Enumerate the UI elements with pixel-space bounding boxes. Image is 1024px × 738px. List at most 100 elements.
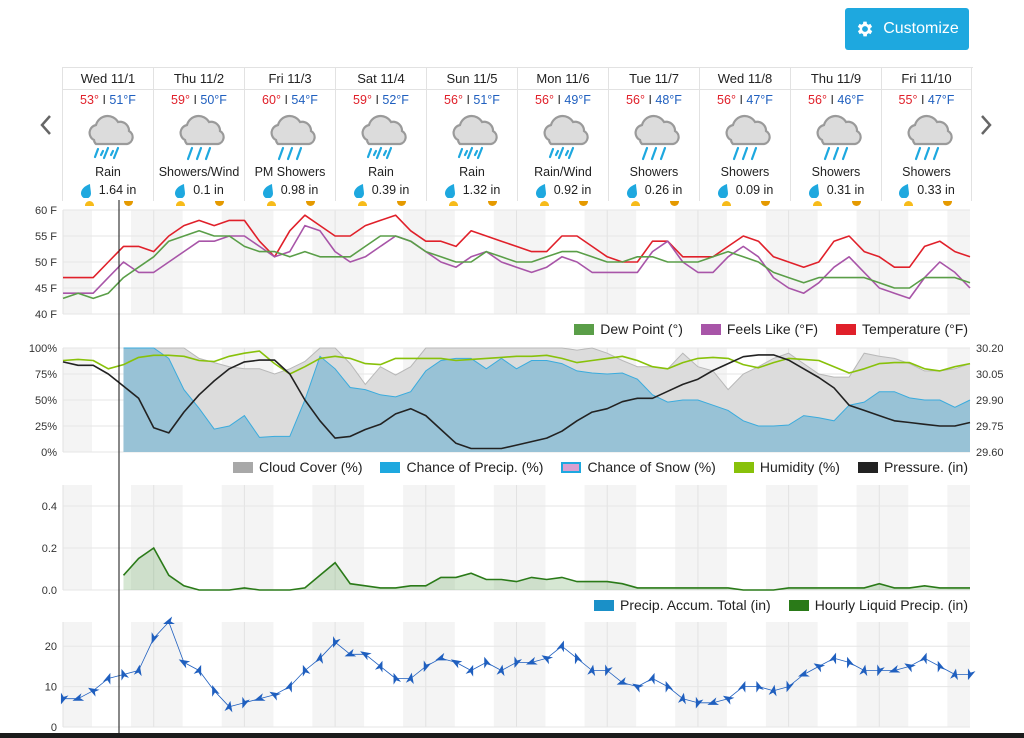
wind-arrow-icon (877, 664, 885, 677)
feels-like-f-line (63, 224, 971, 300)
legend-swatch (788, 599, 809, 611)
day-card[interactable]: Thu 11/2 59° I 50°F Showers/Wind 0.1 in (153, 68, 244, 206)
wind-arrow-icon (768, 684, 777, 697)
wind-arrow-icon (541, 655, 554, 665)
night-band (697, 485, 727, 590)
night-band (312, 622, 336, 727)
night-band (425, 485, 455, 590)
day-label: Sat 11/4 (336, 68, 426, 90)
daily-forecast-strip: Wed 11/1 53° I 51°F Rain 1.64 in Thu 11/… (62, 67, 973, 206)
legend-item[interactable]: Temperature (°F) (836, 321, 968, 337)
low-temp: 48°F (655, 93, 682, 107)
wind-arrow-icon (859, 664, 868, 677)
temp-chart: 40 F 45 F 50 F 55 F 60 F (35, 205, 971, 321)
day-card[interactable]: Wed 11/1 53° I 51°F Rain 1.64 in (62, 68, 153, 206)
wind-arrow-icon (72, 693, 85, 701)
wind-arrow-icon (919, 652, 927, 665)
day-card[interactable]: Wed 11/8 56° I 47°F Showers 0.09 in (699, 68, 790, 206)
high-temp: 56° (717, 93, 736, 107)
wind-arrow-icon (950, 668, 958, 681)
legend-label: Pressure. (in) (883, 459, 968, 475)
high-temp: 59° (171, 93, 190, 107)
wind-arrow-icon (253, 693, 266, 701)
day-card[interactable]: Thu 11/9 56° I 46°F Showers 0.31 in (790, 68, 881, 206)
legend-swatch (594, 599, 615, 611)
night-band (335, 485, 365, 590)
night-band (584, 485, 608, 590)
sunset-icon (488, 201, 497, 206)
sunrise-icon (540, 201, 549, 206)
legend-item[interactable]: Pressure. (in) (857, 459, 968, 475)
precip-amount: 0.39 in (371, 183, 410, 197)
wind-arrow-icon (163, 616, 175, 625)
customize-button[interactable]: Customize (845, 8, 969, 50)
wind-arrow-icon (937, 660, 946, 673)
y-tick-label: 20 (45, 641, 57, 653)
condition: PM Showers (254, 165, 326, 179)
day-card[interactable]: Sun 11/5 56° I 51°F Rain 1.32 in (426, 68, 517, 206)
day-card[interactable]: Sat 11/4 59° I 52°F Rain 0.39 in (335, 68, 426, 206)
legend-item[interactable]: Chance of Snow (%) (561, 459, 716, 475)
raindrop-icon (717, 183, 728, 198)
legend-item[interactable]: Feels Like (°F) (700, 321, 818, 337)
legend-item[interactable]: Dew Point (°) (574, 321, 683, 337)
legend-swatch (857, 461, 878, 473)
day-card[interactable]: Fri 11/10 55° I 47°F Showers 0.33 in (881, 68, 972, 206)
chevron-right-icon[interactable] (976, 112, 996, 138)
low-temp: 49°F (564, 93, 591, 107)
precip-amount: 1.64 in (98, 183, 137, 197)
night-band (312, 485, 336, 590)
wind-arrow-icon (484, 656, 492, 669)
wind-arrow-icon (269, 691, 281, 701)
wind-arrow-icon (178, 659, 191, 669)
wind-chart: 0 10 20 (45, 616, 976, 734)
condition: Showers (811, 165, 861, 179)
wind-arrow-icon (133, 664, 142, 677)
night-band (403, 622, 426, 727)
y-tick-label: 45 F (35, 283, 57, 295)
wind-arrow-icon (707, 697, 720, 705)
customize-label: Customize (883, 20, 959, 37)
wind-arrow-icon (605, 664, 613, 677)
night-band (153, 622, 183, 727)
wind-arrow-icon (302, 664, 311, 677)
day-card[interactable]: Fri 11/3 60° I 54°F PM Showers 0.98 in (244, 68, 335, 206)
low-temp: 52°F (382, 93, 409, 107)
wind-arrow-icon (151, 632, 160, 644)
legend-label: Cloud Cover (%) (259, 459, 363, 475)
wind-arrow-icon (284, 680, 292, 693)
night-band (856, 485, 880, 590)
sunset-icon (306, 201, 315, 206)
wind-arrow-icon (315, 652, 324, 664)
sunset-icon (124, 201, 133, 206)
wind-arrow-icon (514, 656, 522, 669)
chevron-left-icon[interactable] (36, 112, 56, 138)
wind-arrow-icon (798, 669, 810, 677)
sky-chart: 0% 25% 50% 75% 100% 29.60 29.75 29.90 30.05 30.20 (29, 343, 1004, 459)
legend-item[interactable]: Precip. Accum. Total (in) (594, 597, 771, 613)
wind-arrow-icon (212, 685, 220, 697)
wind-arrow-icon (756, 680, 764, 693)
precip-amount: 0.1 in (193, 183, 224, 197)
wind-arrow-icon (344, 648, 357, 657)
y-tick-label: 0.4 (42, 501, 57, 513)
day-card[interactable]: Tue 11/7 56° I 48°F Showers 0.26 in (608, 68, 699, 206)
wind-arrow-icon (496, 664, 505, 677)
precip-amount: 0.09 in (735, 183, 774, 197)
sunset-icon (852, 201, 861, 206)
legend-item[interactable]: Humidity (%) (733, 459, 840, 475)
day-temps: 56° I 47°F (717, 93, 773, 107)
legend-item[interactable]: Chance of Precip. (%) (380, 459, 543, 475)
legend-swatch (380, 461, 401, 473)
day-card[interactable]: Mon 11/6 56° I 49°F Rain/Wind 0.92 in (517, 68, 608, 206)
low-temp: 46°F (837, 93, 864, 107)
legend-label: Chance of Precip. (%) (406, 459, 544, 475)
sunrise-icon (267, 201, 276, 206)
night-band (607, 485, 637, 590)
forecast-charts: 40 F 45 F 50 F 55 F 60 F 0% 25% 50% 75% 100% 29.60… (29, 200, 1004, 738)
legend-item[interactable]: Hourly Liquid Precip. (in) (788, 597, 968, 613)
night-band (153, 485, 183, 590)
legend-item[interactable]: Cloud Cover (%) (233, 459, 362, 475)
showers-icon (634, 114, 680, 161)
temperature-f-line (63, 214, 971, 279)
